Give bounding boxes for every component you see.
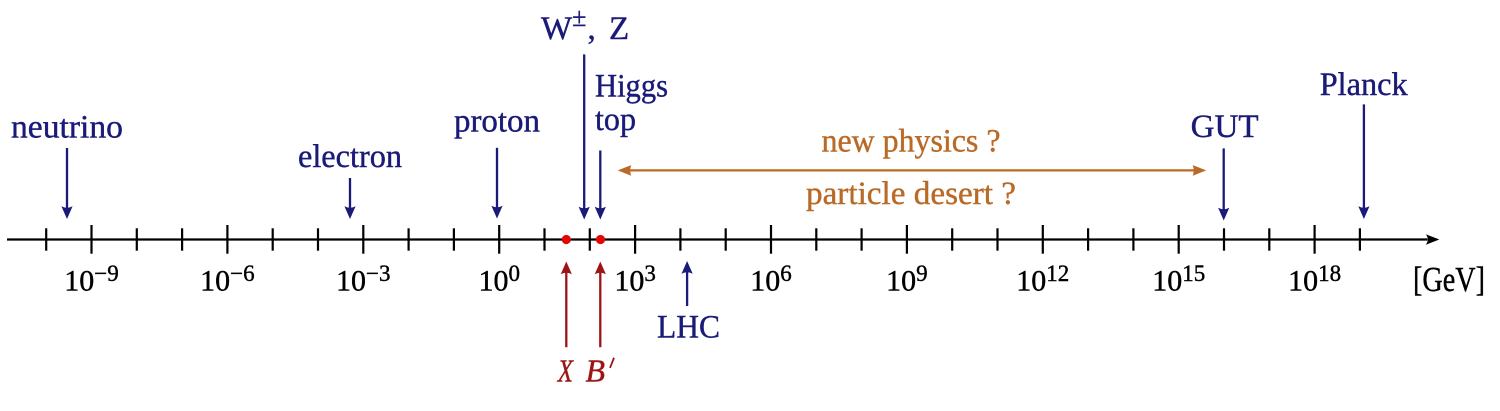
svg-text:1015: 1015 (1152, 261, 1205, 298)
svg-text:new physics ?: new physics ? (822, 124, 1001, 160)
svg-text:1012: 1012 (1016, 261, 1069, 298)
svg-text:X: X (557, 354, 574, 390)
svg-text:109: 109 (886, 261, 928, 298)
svg-text:100: 100 (478, 261, 520, 298)
svg-text:proton: proton (454, 104, 540, 140)
svg-text:10−6: 10−6 (200, 261, 254, 298)
svg-text:top: top (595, 102, 636, 138)
svg-text:10−3: 10−3 (336, 261, 390, 298)
svg-text:Planck: Planck (1320, 67, 1408, 103)
svg-text:106: 106 (750, 261, 792, 298)
svg-text:B: B (586, 353, 606, 389)
svg-text:10−9: 10−9 (64, 261, 118, 298)
svg-text:GUT: GUT (1191, 109, 1259, 145)
svg-text:LHC: LHC (657, 310, 720, 346)
svg-text:W±, Z: W±, Z (541, 3, 629, 47)
svg-text:Higgs: Higgs (595, 69, 668, 105)
svg-text:1018: 1018 (1288, 261, 1341, 298)
svg-text:neutrino: neutrino (11, 110, 123, 146)
svg-text:particle desert ?: particle desert ? (806, 176, 1016, 212)
svg-text:[GeV]: [GeV] (1413, 260, 1485, 299)
svg-text:103: 103 (614, 261, 656, 298)
svg-text:electron: electron (298, 139, 402, 175)
